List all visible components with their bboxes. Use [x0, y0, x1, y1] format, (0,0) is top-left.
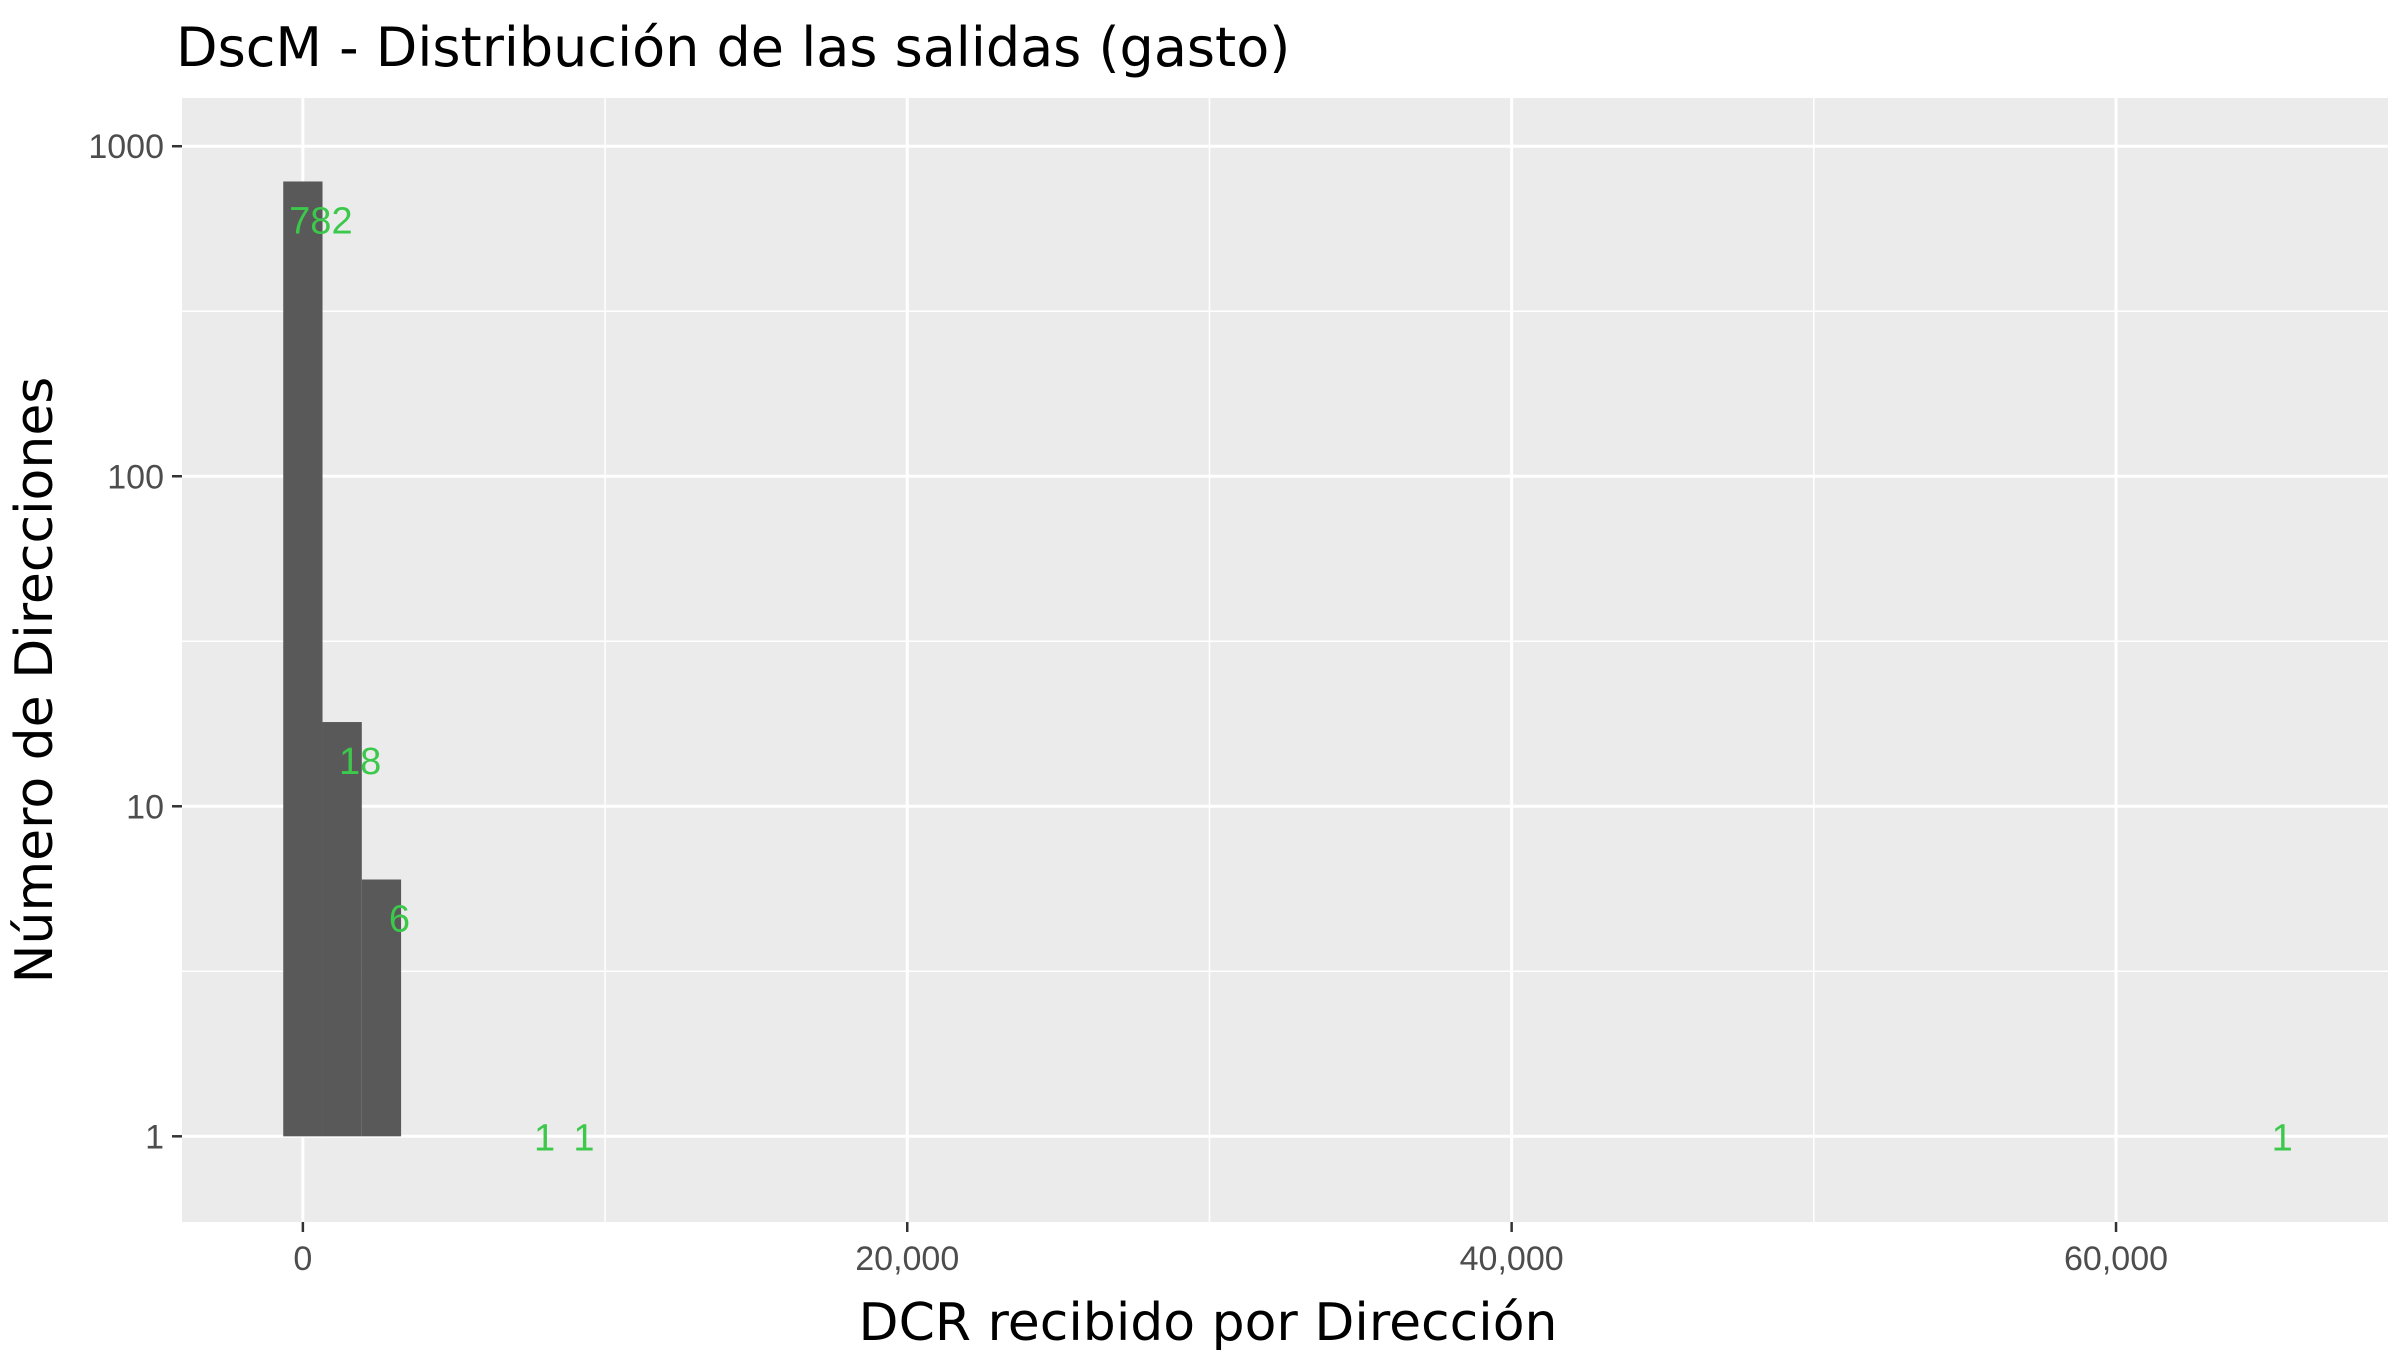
histogram-bar [361, 879, 402, 1137]
bar-count-label: 1 [534, 1117, 555, 1159]
bar-count-label: 1 [2272, 1117, 2293, 1159]
bar-count-label: 6 [389, 899, 410, 941]
x-tick-label: 0 [293, 1240, 312, 1278]
x-axis-title: DCR recibido por Dirección [859, 1293, 1558, 1350]
y-tick-label: 1 [145, 1118, 164, 1156]
histogram-bar [283, 181, 323, 1137]
plot-panel [182, 98, 2388, 1222]
x-tick-label: 40,000 [1460, 1240, 1564, 1278]
minor-gridlines [182, 98, 2388, 1222]
x-tick-label: 60,000 [2064, 1240, 2168, 1278]
y-axis: 1 10 100 1000 [88, 128, 182, 1156]
x-axis: 0 20,000 40,000 60,000 [293, 1222, 2168, 1278]
chart-title: DscM - Distribución de las salidas (gast… [176, 16, 1290, 79]
y-tick-label: 10 [126, 788, 164, 826]
bar-count-label: 782 [289, 200, 352, 242]
histogram-bar [322, 722, 362, 1137]
y-axis-title: Número de Direcciones [5, 377, 65, 984]
bar-count-label: 1 [573, 1117, 594, 1159]
major-gridlines [182, 98, 2388, 1222]
y-tick-label: 1000 [88, 128, 164, 166]
y-tick-label: 100 [107, 458, 164, 496]
bar-count-label: 18 [339, 741, 381, 783]
histogram-bars [283, 181, 402, 1137]
x-tick-label: 20,000 [855, 1240, 959, 1278]
